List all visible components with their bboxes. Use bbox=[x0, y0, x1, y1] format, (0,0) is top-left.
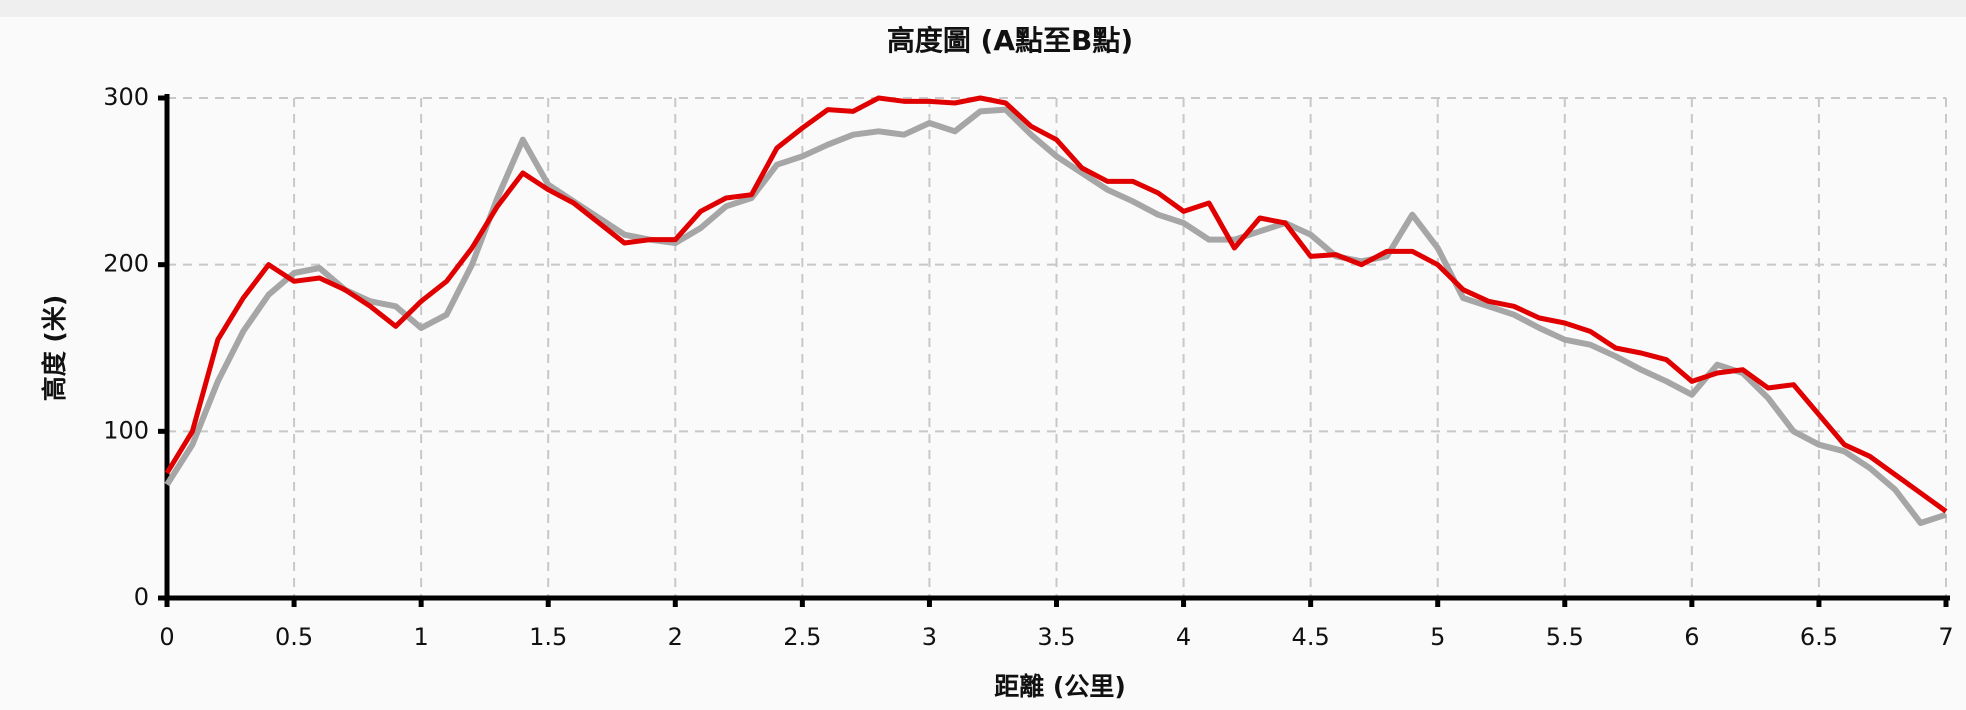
line-series bbox=[164, 95, 1948, 514]
y-tick-label: 0 bbox=[134, 583, 149, 611]
x-tick-label: 0 bbox=[159, 623, 174, 651]
x-tick-label: 4.5 bbox=[1292, 623, 1330, 651]
x-tick-label: 5 bbox=[1430, 623, 1445, 651]
y-axis-label: 高度 (米) bbox=[40, 295, 69, 402]
x-tick-label: 2 bbox=[668, 623, 683, 651]
x-tick-label: 3 bbox=[922, 623, 937, 651]
x-tick-label: 1 bbox=[414, 623, 429, 651]
chart-title: 高度圖 (A點至B點) bbox=[887, 24, 1133, 57]
x-axis-label: 距離 (公里) bbox=[994, 672, 1126, 701]
x-tick-label: 7 bbox=[1938, 623, 1953, 651]
y-tick-label: 300 bbox=[103, 83, 149, 111]
x-tick-label: 6.5 bbox=[1800, 623, 1838, 651]
x-tick-label: 3.5 bbox=[1037, 623, 1075, 651]
top-bar bbox=[0, 0, 1966, 17]
line-series bbox=[164, 106, 1947, 526]
y-tick-label: 200 bbox=[103, 250, 149, 278]
y-tick-label: 100 bbox=[103, 416, 149, 444]
x-tick-label: 1.5 bbox=[529, 623, 567, 651]
x-tick-label: 2.5 bbox=[783, 623, 821, 651]
x-tick-label: 5.5 bbox=[1546, 623, 1584, 651]
x-tick-label: 0.5 bbox=[275, 623, 313, 651]
x-tick-label: 4 bbox=[1176, 623, 1191, 651]
x-tick-label: 6 bbox=[1684, 623, 1699, 651]
